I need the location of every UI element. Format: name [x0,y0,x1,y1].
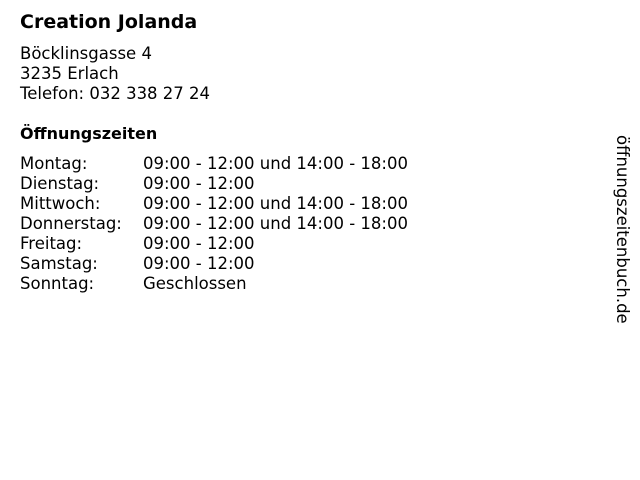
day: Samstag: [20,254,98,273]
time: 09:00 - 12:00 und 14:00 - 18:00 [143,194,408,213]
street: Böcklinsgasse 4 [20,44,152,63]
time: Geschlossen [143,274,247,293]
day: Sonntag: [20,274,95,293]
day: Dienstag: [20,174,100,193]
time: 09:00 - 12:00 [143,254,255,273]
city: 3235 Erlach [20,64,119,83]
hours-heading: Öffnungszeiten [20,124,158,143]
hours-row: Freitag: 09:00 - 12:00 [20,234,408,254]
hours-table: Montag: 09:00 - 12:00 und 14:00 - 18:00 D… [20,154,408,294]
hours-row: Samstag: 09:00 - 12:00 [20,254,408,274]
hours-row: Donnerstag: 09:00 - 12:00 und 14:00 - 18:… [20,214,408,234]
time: 09:00 - 12:00 und 14:00 - 18:00 [143,154,408,173]
hours-row: Dienstag: 09:00 - 12:00 [20,174,408,194]
hours-row: Mittwoch: 09:00 - 12:00 und 14:00 - 18:00 [20,194,408,214]
address: Böcklinsgasse 4 3235 Erlach Telefon: 032… [20,44,210,104]
business-name: Creation Jolanda [20,11,198,33]
day: Montag: [20,154,88,173]
hours-row: Sonntag: Geschlossen [20,274,408,294]
hours-row: Montag: 09:00 - 12:00 und 14:00 - 18:00 [20,154,408,174]
day: Freitag: [20,234,83,253]
phone: Telefon: 032 338 27 24 [20,84,211,103]
time: 09:00 - 12:00 [143,174,255,193]
time: 09:00 - 12:00 und 14:00 - 18:00 [143,214,408,233]
watermark: öffnungszeitenbuch.de [613,135,632,324]
day: Mittwoch: [20,194,101,213]
time: 09:00 - 12:00 [143,234,255,253]
day: Donnerstag: [20,214,122,233]
